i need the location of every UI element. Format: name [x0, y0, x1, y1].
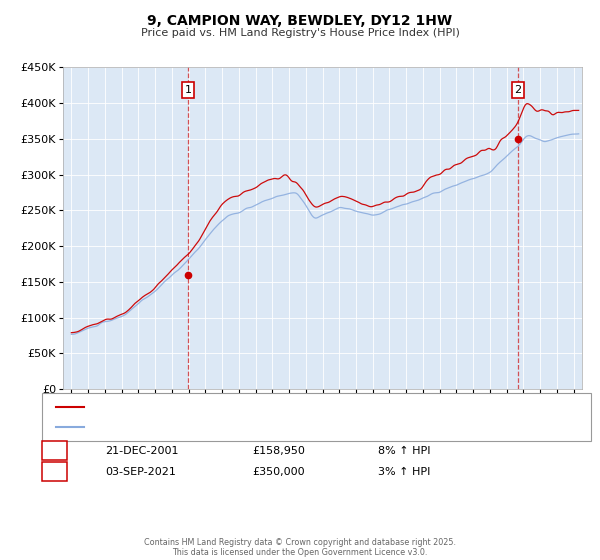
Text: 2: 2 — [51, 466, 58, 477]
Text: 1: 1 — [185, 85, 191, 95]
Text: 9, CAMPION WAY, BEWDLEY, DY12 1HW: 9, CAMPION WAY, BEWDLEY, DY12 1HW — [148, 14, 452, 28]
Text: 2: 2 — [514, 85, 521, 95]
Text: 21-DEC-2001: 21-DEC-2001 — [105, 446, 179, 456]
Text: Contains HM Land Registry data © Crown copyright and database right 2025.
This d: Contains HM Land Registry data © Crown c… — [144, 538, 456, 557]
Text: HPI: Average price, detached house, Wyre Forest: HPI: Average price, detached house, Wyre… — [87, 422, 342, 432]
Text: 8% ↑ HPI: 8% ↑ HPI — [378, 446, 431, 456]
Text: 03-SEP-2021: 03-SEP-2021 — [105, 466, 176, 477]
Text: 1: 1 — [51, 446, 58, 456]
Text: £350,000: £350,000 — [252, 466, 305, 477]
Text: 9, CAMPION WAY, BEWDLEY, DY12 1HW (detached house): 9, CAMPION WAY, BEWDLEY, DY12 1HW (detac… — [87, 402, 388, 412]
Text: Price paid vs. HM Land Registry's House Price Index (HPI): Price paid vs. HM Land Registry's House … — [140, 28, 460, 38]
Text: 3% ↑ HPI: 3% ↑ HPI — [378, 466, 430, 477]
Text: £158,950: £158,950 — [252, 446, 305, 456]
